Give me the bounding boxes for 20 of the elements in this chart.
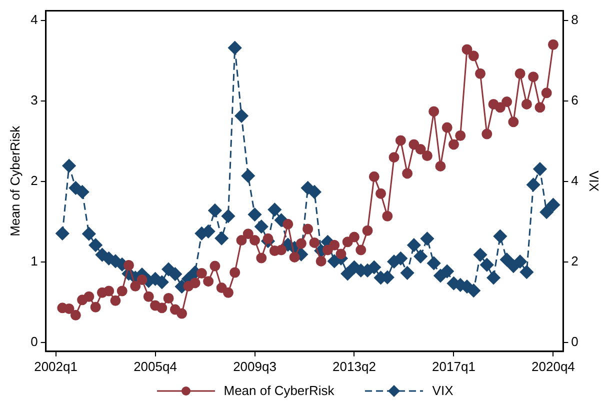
y2-tick-label: 2 <box>571 254 578 269</box>
y-tick-label: 0 <box>30 334 38 350</box>
y2-axis-title: VIX <box>586 170 602 192</box>
y-tick-label: 4 <box>30 12 38 28</box>
y-tick-label: 2 <box>30 173 38 188</box>
y-axis-title: Mean of CyberRisk <box>7 125 22 236</box>
legend-label: Mean of CyberRisk <box>224 383 334 398</box>
y2-tick-label: 6 <box>571 92 578 108</box>
x-tick-label: 2002q1 <box>34 358 78 374</box>
y-tick-label: 3 <box>30 92 38 108</box>
x-tick-label: 2013q2 <box>332 358 376 374</box>
y2-tick-label: 4 <box>571 173 578 188</box>
y2-tick-label: 8 <box>571 12 578 28</box>
x-tick-label: 2009q3 <box>233 358 276 374</box>
y2-tick-label: 0 <box>571 334 578 350</box>
legend-label: VIX <box>432 383 454 398</box>
x-tick-label: 2005q4 <box>134 358 177 374</box>
y-tick-label: 1 <box>30 254 38 269</box>
x-tick-label: 2020q4 <box>532 358 575 374</box>
x-tick-label: 2017q1 <box>432 358 476 374</box>
